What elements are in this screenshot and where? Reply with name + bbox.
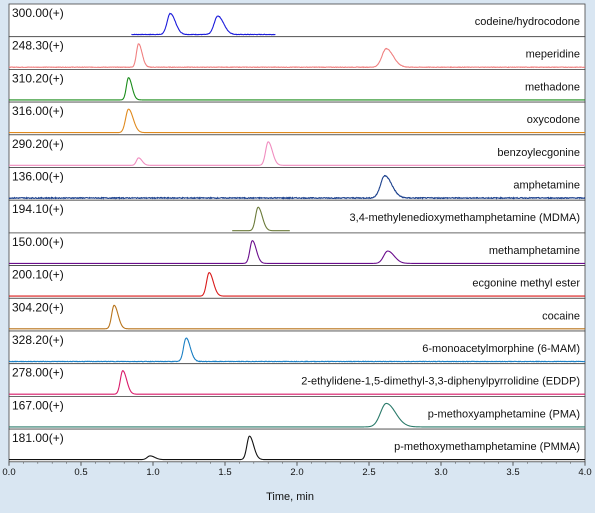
series-trace	[8, 43, 586, 69]
chromatogram-panel: 316.00(+) oxycodone	[8, 101, 586, 136]
mz-label: 328.20(+)	[12, 333, 64, 347]
mz-label: 304.20(+)	[12, 300, 64, 314]
chromatogram-panel: 300.00(+) codeine/hydrocodone	[8, 3, 586, 38]
series-trace	[8, 337, 586, 363]
panel-frame	[8, 363, 586, 397]
panel-frame	[8, 330, 586, 365]
mz-label: 310.20(+)	[12, 71, 64, 85]
chromatogram-panel: 150.00(+) methamphetamine	[8, 232, 586, 266]
mz-label: 290.20(+)	[12, 137, 64, 151]
chromatogram-panel: 200.10(+) ecgonine methyl ester	[8, 265, 586, 299]
compound-label: 3,4-methylenedioxymethamphetamine (MDMA)	[350, 212, 580, 224]
chromatogram-panel: 194.10(+) 3,4-methylenedioxymethamphetami…	[8, 199, 586, 234]
chromatogram-panels: 300.00(+) codeine/hydrocodone 248.30(+) mep…	[8, 3, 586, 463]
panel-frame	[8, 36, 586, 70]
x-tick-label: 3.5	[506, 467, 519, 478]
mz-label: 300.00(+)	[12, 6, 64, 20]
mz-label: 200.10(+)	[12, 268, 64, 282]
compound-label: p-methoxyamphetamine (PMA)	[428, 408, 580, 420]
chromatogram-panel: 304.20(+) cocaine	[8, 297, 586, 332]
series-trace	[9, 304, 585, 330]
series-trace	[9, 370, 585, 395]
compound-label: p-methoxymethamphetamine (PMMA)	[394, 441, 580, 453]
series-trace	[9, 435, 585, 461]
series-trace	[232, 206, 290, 232]
x-tick-label: 2.0	[290, 467, 303, 478]
compound-label: methadone	[525, 81, 580, 93]
chromatogram-panel: 310.20(+) methadone	[8, 69, 586, 103]
mz-label: 150.00(+)	[12, 235, 64, 249]
compound-label: benzoylecgonine	[497, 147, 580, 159]
chromatogram-panel: 167.00(+) p-methoxyamphetamine (PMA)	[8, 395, 586, 430]
chromatogram-panel: 290.20(+) benzoylecgonine	[8, 134, 586, 168]
chromatogram-panel: 328.20(+) 6-monoacetylmorphine (6-MAM)	[8, 330, 586, 365]
x-tick-label: 1.5	[218, 467, 231, 478]
panel-frame	[8, 199, 586, 234]
compound-label: 2-ethylidene-1,5-dimethyl-3,3-diphenylpy…	[301, 376, 580, 388]
panel-frame	[8, 167, 586, 201]
x-axis: 0.0 0.5 1.0 1.5 2.0 2.5 3.0 3.5 4.0	[2, 461, 592, 478]
compound-label: amphetamine	[513, 180, 580, 192]
series-trace	[9, 272, 585, 297]
x-tick-label: 1.0	[146, 467, 159, 478]
panel-frame	[8, 232, 586, 266]
panel-frame	[8, 395, 586, 430]
compound-label: methamphetamine	[489, 245, 580, 257]
panel-frame	[8, 297, 586, 332]
mz-label: 278.00(+)	[12, 366, 64, 380]
panel-frame	[8, 428, 586, 463]
compound-label: cocaine	[542, 310, 580, 322]
series-trace	[9, 402, 585, 428]
chromatogram-panel: 136.00(+) amphetamine	[8, 167, 586, 201]
panel-frame	[8, 3, 586, 38]
x-tick-label: 0.0	[2, 467, 15, 478]
panel-frame	[8, 69, 586, 103]
series-trace	[8, 174, 586, 200]
series-trace	[9, 141, 585, 166]
series-trace	[9, 240, 585, 264]
panel-frame	[8, 265, 586, 299]
series-trace	[131, 12, 276, 36]
compound-label: ecgonine methyl ester	[472, 278, 580, 290]
mz-label: 167.00(+)	[12, 398, 64, 412]
mz-label: 136.00(+)	[12, 170, 64, 184]
chromatogram-panel: 181.00(+) p-methoxymethamphetamine (PMMA)	[8, 428, 586, 463]
x-tick-label: 4.0	[578, 467, 591, 478]
compound-label: meperidine	[526, 49, 580, 61]
mz-label: 248.30(+)	[12, 39, 64, 53]
compound-label: codeine/hydrocodone	[475, 16, 580, 28]
chromatogram-panel: 278.00(+) 2-ethylidene-1,5-dimethyl-3,3-d…	[8, 363, 586, 397]
compound-label: 6-monoacetylmorphine (6-MAM)	[422, 343, 580, 355]
x-axis-title: Time, min	[266, 491, 314, 503]
x-tick-label: 2.5	[362, 467, 375, 478]
compound-label: oxycodone	[527, 114, 580, 126]
mz-label: 194.10(+)	[12, 202, 64, 216]
panel-frame	[8, 101, 586, 136]
x-tick-label: 3.0	[434, 467, 447, 478]
mz-label: 181.00(+)	[12, 431, 64, 445]
chromatogram-panel: 248.30(+) meperidine	[8, 36, 586, 70]
series-trace	[9, 108, 585, 134]
mz-label: 316.00(+)	[12, 104, 64, 118]
series-trace	[9, 77, 585, 101]
x-tick-label: 0.5	[74, 467, 87, 478]
